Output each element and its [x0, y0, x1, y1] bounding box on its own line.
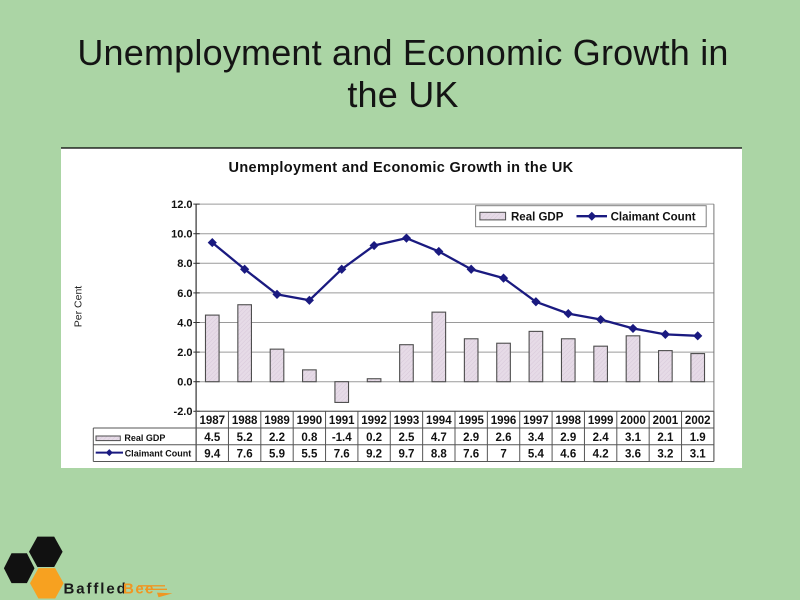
svg-text:1990: 1990: [297, 415, 323, 427]
svg-text:7.6: 7.6: [237, 449, 253, 461]
svg-text:9.7: 9.7: [398, 449, 414, 461]
svg-text:7: 7: [500, 449, 506, 461]
svg-text:Real GDP: Real GDP: [511, 212, 564, 224]
svg-text:Baffled: Baffled: [64, 581, 128, 598]
svg-text:Bee: Bee: [123, 581, 155, 598]
svg-text:1993: 1993: [394, 415, 420, 427]
svg-text:-1.4: -1.4: [332, 432, 352, 444]
svg-text:2.9: 2.9: [560, 432, 576, 444]
svg-text:6.0: 6.0: [177, 288, 192, 300]
svg-text:4.2: 4.2: [593, 449, 609, 461]
svg-text:2.4: 2.4: [593, 432, 610, 444]
svg-text:4.0: 4.0: [177, 317, 192, 329]
svg-text:1997: 1997: [523, 415, 549, 427]
svg-text:3.6: 3.6: [625, 449, 641, 461]
svg-text:4.7: 4.7: [431, 432, 447, 444]
svg-text:2002: 2002: [685, 415, 711, 427]
svg-text:Claimant Count: Claimant Count: [125, 448, 192, 458]
svg-text:Real GDP: Real GDP: [124, 433, 165, 443]
svg-text:3.1: 3.1: [625, 432, 642, 444]
svg-text:1989: 1989: [264, 415, 290, 427]
svg-text:2.6: 2.6: [496, 432, 512, 444]
svg-text:1998: 1998: [555, 415, 581, 427]
svg-text:12.0: 12.0: [171, 199, 192, 211]
svg-text:1991: 1991: [329, 415, 355, 427]
svg-text:1994: 1994: [426, 415, 452, 427]
svg-text:1987: 1987: [199, 415, 225, 427]
svg-text:5.9: 5.9: [269, 449, 285, 461]
svg-text:8.0: 8.0: [177, 258, 192, 270]
svg-text:3.4: 3.4: [528, 432, 545, 444]
svg-text:10.0: 10.0: [171, 229, 192, 241]
svg-text:2001: 2001: [653, 415, 679, 427]
svg-text:Claimant Count: Claimant Count: [611, 212, 696, 224]
svg-text:Per Cent: Per Cent: [73, 286, 85, 328]
svg-text:2.9: 2.9: [463, 432, 479, 444]
svg-text:4.6: 4.6: [560, 449, 576, 461]
svg-text:5.4: 5.4: [528, 449, 545, 461]
svg-text:2.1: 2.1: [657, 432, 674, 444]
svg-text:2000: 2000: [620, 415, 646, 427]
svg-text:0.0: 0.0: [177, 377, 192, 389]
svg-text:8.8: 8.8: [431, 449, 448, 461]
svg-text:1.9: 1.9: [690, 432, 706, 444]
svg-text:1988: 1988: [232, 415, 258, 427]
svg-text:2.2: 2.2: [269, 432, 285, 444]
svg-text:5.5: 5.5: [301, 449, 318, 461]
svg-text:0.2: 0.2: [366, 432, 382, 444]
svg-text:5.2: 5.2: [237, 432, 253, 444]
svg-text:9.4: 9.4: [204, 449, 221, 461]
svg-text:1992: 1992: [361, 415, 387, 427]
svg-text:2.5: 2.5: [398, 432, 415, 444]
svg-text:0.8: 0.8: [301, 432, 318, 444]
svg-text:7.6: 7.6: [334, 449, 350, 461]
svg-text:7.6: 7.6: [463, 449, 479, 461]
svg-text:-2.0: -2.0: [174, 406, 193, 418]
svg-text:2.0: 2.0: [177, 347, 192, 359]
svg-text:4.5: 4.5: [204, 432, 221, 444]
svg-text:1996: 1996: [491, 415, 517, 427]
svg-text:1995: 1995: [458, 415, 484, 427]
svg-text:1999: 1999: [588, 415, 614, 427]
svg-text:3.1: 3.1: [690, 449, 707, 461]
svg-text:9.2: 9.2: [366, 449, 382, 461]
svg-text:Unemployment and Economic Grow: Unemployment and Economic Growth in the …: [229, 160, 574, 176]
svg-text:3.2: 3.2: [657, 449, 673, 461]
